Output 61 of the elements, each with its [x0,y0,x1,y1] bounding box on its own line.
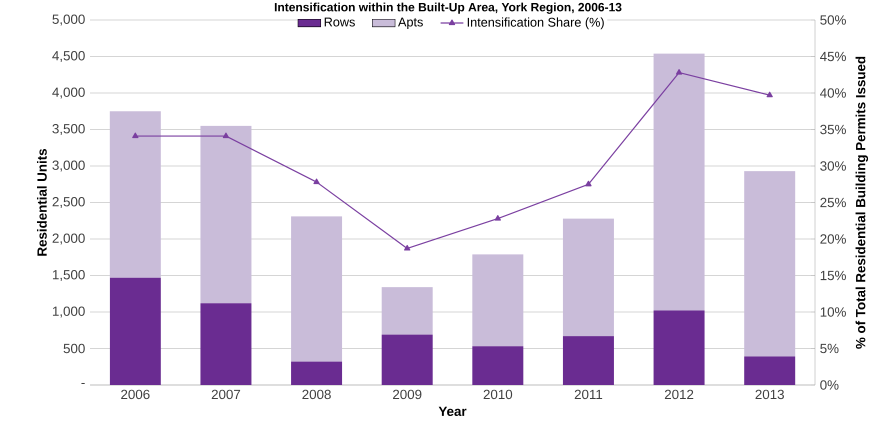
y-tick-label: 1,000 [52,306,85,318]
bar [744,356,796,385]
y-tick-label: 500 [64,344,85,354]
legend-label: Rows [324,18,355,26]
bar [382,287,433,335]
bar [472,254,524,346]
point [766,92,773,98]
x-tick-label: 2013 [756,390,784,400]
y2-tick-label: 50% [820,15,846,25]
y2-tick-label: 25% [820,198,846,208]
bar [200,303,252,385]
bar [110,278,161,385]
y2-axis-title: % of Total Residential Building Permits Issued [856,56,868,349]
y2-tick-label: 0% [820,380,839,390]
bar [562,218,614,336]
x-tick-label: 2007 [212,390,240,400]
point [676,69,682,75]
bar [472,346,524,385]
y-tick-label: 4,500 [52,51,85,62]
chart-title: Intensification within the Built-Up Area, York Region, 2006-13 [274,2,622,14]
y-tick-label: 2,500 [52,197,85,208]
point [494,215,501,221]
y-tick-label: 3,500 [52,124,85,136]
y2-tick-label: 45% [820,52,846,62]
point [132,132,138,138]
bar [744,171,796,357]
point [313,178,320,184]
y2-tick-label: 30% [820,161,846,171]
bar [382,334,433,385]
y2-tick-label: 5% [820,344,839,354]
bar [562,336,614,385]
y2-tick-label: 20% [820,234,846,244]
bar [110,111,161,278]
bar [654,310,705,385]
x-tick-label: 2009 [393,390,422,400]
bar [291,362,342,385]
y-tick-label: 3,000 [52,160,85,172]
bar [200,126,252,304]
y-tick-label: 4,000 [52,88,85,99]
legend-label: Intensification Share (%) [468,17,604,30]
y-axis-title: Residential Units [36,148,47,256]
point [585,180,592,186]
x-tick-label: 2008 [302,390,331,400]
y2-tick-label: 35% [820,124,846,134]
y2-tick-label: 15% [820,270,846,280]
bar [291,216,342,362]
x-tick-label: 2006 [121,390,150,400]
x-axis-title: Year [438,406,466,416]
y2-tick-label: 10% [820,307,846,317]
x-tick-label: 2011 [574,390,602,400]
y-tick-label: 2,000 [52,234,85,245]
y-tick-label: 5,000 [52,14,85,26]
y-tick-label: - [81,382,85,384]
x-tick-label: 2010 [484,390,512,400]
point [222,132,230,138]
x-tick-label: 2012 [664,390,694,400]
y2-tick-label: 40% [820,88,846,98]
y-tick-label: 1,500 [52,270,85,282]
bar [654,54,705,311]
legend-label: Apts [398,18,423,30]
point [404,244,410,251]
